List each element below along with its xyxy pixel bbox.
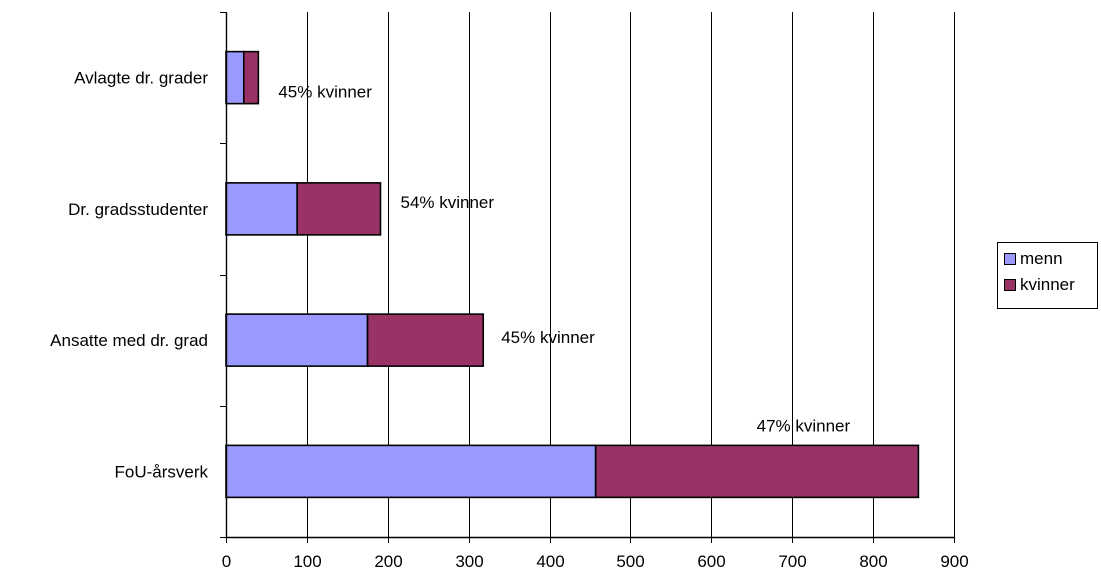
annotation-label: 54% kvinner: [400, 193, 494, 212]
legend: menn kvinner: [997, 242, 1098, 309]
annotation-label: 45% kvinner: [501, 328, 595, 347]
category-label: Dr. gradsstudenter: [68, 200, 208, 219]
legend-swatch-kvinner: [1004, 279, 1016, 291]
x-tick-label: 400: [536, 552, 564, 571]
bar-menn: [225, 50, 245, 105]
x-tick-label: 300: [455, 552, 483, 571]
x-tick-label: 800: [859, 552, 887, 571]
category-label: Avlagte dr. grader: [74, 69, 208, 88]
bar-menn: [225, 444, 597, 499]
bar-kvinner: [594, 444, 920, 499]
legend-label-kvinner: kvinner: [1020, 275, 1075, 294]
x-tick-label: 600: [697, 552, 725, 571]
x-tick-label: 0: [222, 552, 231, 571]
axes: [220, 12, 955, 543]
gridlines: [307, 12, 955, 537]
legend-item-menn: menn: [1004, 249, 1063, 269]
bar-kvinner: [296, 182, 382, 236]
legend-swatch-menn: [1004, 253, 1016, 265]
legend-label-menn: menn: [1020, 249, 1063, 268]
annotation-label: 47% kvinner: [757, 416, 851, 435]
bar-kvinner: [242, 50, 260, 105]
legend-item-kvinner: kvinner: [1004, 275, 1075, 295]
bars: [225, 50, 920, 499]
category-labels: Avlagte dr. grader Dr. gradsstudenter Ansa…: [50, 69, 208, 482]
x-tick-label: 100: [293, 552, 321, 571]
x-tick-label: 700: [778, 552, 806, 571]
bar-menn: [225, 313, 369, 367]
bar-menn: [225, 182, 298, 236]
x-tick-label: 500: [616, 552, 644, 571]
x-tick-labels: 0 100 200 300 400 500 600 700 800 900: [222, 552, 969, 571]
category-label: FoU-årsverk: [114, 462, 208, 481]
x-tick-label: 200: [374, 552, 402, 571]
x-tick-label: 900: [940, 552, 968, 571]
annotations: 45% kvinner 54% kvinner 45% kvinner 47% kvi…: [278, 83, 850, 436]
category-label: Ansatte med dr. grad: [50, 331, 208, 350]
bar-kvinner: [366, 313, 485, 367]
annotation-label: 45% kvinner: [278, 83, 372, 102]
